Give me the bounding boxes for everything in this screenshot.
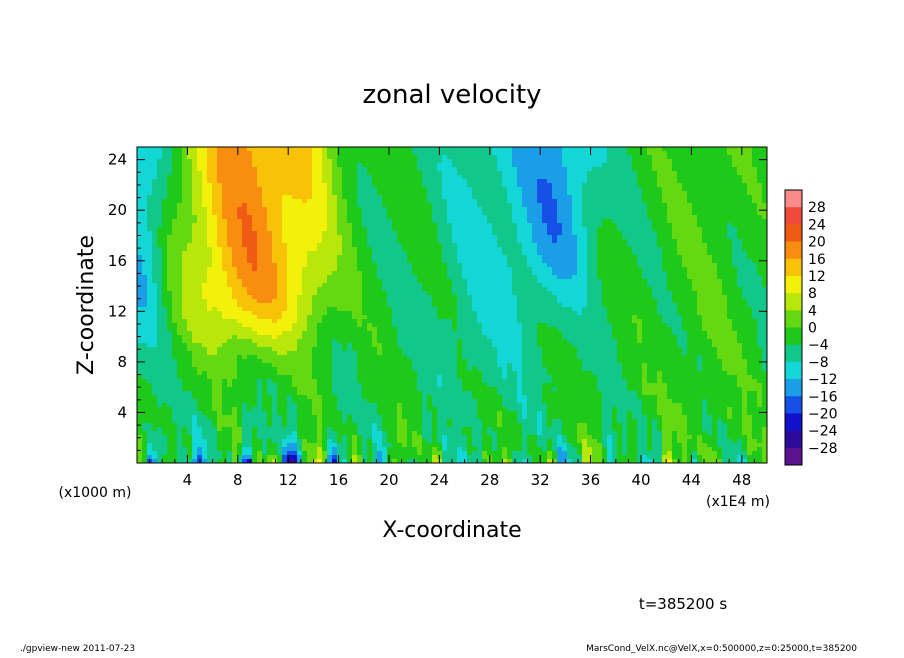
colorbar-swatch — [785, 362, 802, 380]
colorbar-label: 20 — [808, 235, 826, 251]
colorbar-swatch — [785, 190, 802, 208]
y-axis-label: Z-coordinate — [74, 235, 99, 375]
colorbar-label: 8 — [808, 286, 817, 302]
colorbar-label: −8 — [808, 355, 829, 371]
colorbar-swatch — [785, 293, 802, 311]
colorbar-label: −28 — [808, 441, 838, 457]
colorbar-label: 12 — [808, 269, 826, 285]
colorbar-swatch — [785, 207, 802, 225]
chart-title: zonal velocity — [362, 80, 541, 110]
colorbar-swatch — [785, 345, 802, 363]
x-tick-label: 20 — [379, 471, 398, 489]
x-tick-label: 40 — [631, 471, 650, 489]
colorbar-label: 24 — [808, 217, 826, 233]
footer-left: ./gpview-new 2011-07-23 — [20, 644, 135, 654]
x-tick-label: 8 — [233, 471, 243, 489]
colorbar-swatch — [785, 396, 802, 414]
time-label: t=385200 s — [639, 595, 727, 613]
colorbar-swatch — [785, 431, 802, 449]
x-tick-label: 4 — [183, 471, 193, 489]
x-tick-label: 16 — [329, 471, 348, 489]
colorbar-swatch — [785, 242, 802, 260]
y-tick-label: 12 — [108, 302, 127, 320]
colorbar-swatch — [785, 224, 802, 242]
heatmap-field — [137, 147, 768, 464]
colorbar-label: 28 — [808, 200, 826, 216]
y-tick-label: 8 — [117, 353, 127, 371]
colorbar-label: 4 — [808, 303, 817, 319]
colorbar-swatch — [785, 310, 802, 328]
colorbar-label: −12 — [808, 372, 838, 388]
x-axis-unit: (x1E4 m) — [706, 494, 770, 510]
y-tick-label: 24 — [108, 151, 127, 169]
x-tick-label: 28 — [480, 471, 499, 489]
y-tick-label: 20 — [108, 201, 127, 219]
y-tick-label: 16 — [108, 252, 127, 270]
colorbar-label: −20 — [808, 406, 838, 422]
colorbar-swatch — [785, 448, 802, 466]
x-tick-label: 36 — [581, 471, 600, 489]
colorbar-label: −16 — [808, 389, 838, 405]
colorbar-label: 0 — [808, 321, 817, 337]
y-tick-label: 4 — [117, 403, 127, 421]
x-tick-label: 44 — [682, 471, 701, 489]
colorbar-swatch — [785, 328, 802, 346]
colorbar-swatch — [785, 259, 802, 277]
colorbar-swatch — [785, 413, 802, 431]
colorbar-label: −4 — [808, 338, 829, 354]
x-axis-label: X-coordinate — [382, 518, 521, 543]
colorbar-swatch — [785, 379, 802, 397]
colorbar-label: −24 — [808, 424, 838, 440]
x-tick-label: 24 — [430, 471, 449, 489]
footer-right: MarsCond_VelX.nc@VelX,x=0:500000,z=0:250… — [586, 644, 857, 654]
x-tick-label: 12 — [279, 471, 298, 489]
x-tick-label: 48 — [732, 471, 751, 489]
x-tick-label: 32 — [531, 471, 550, 489]
colorbar-label: 16 — [808, 252, 826, 268]
colorbar-swatch — [785, 276, 802, 294]
y-axis-unit: (x1000 m) — [59, 485, 132, 501]
